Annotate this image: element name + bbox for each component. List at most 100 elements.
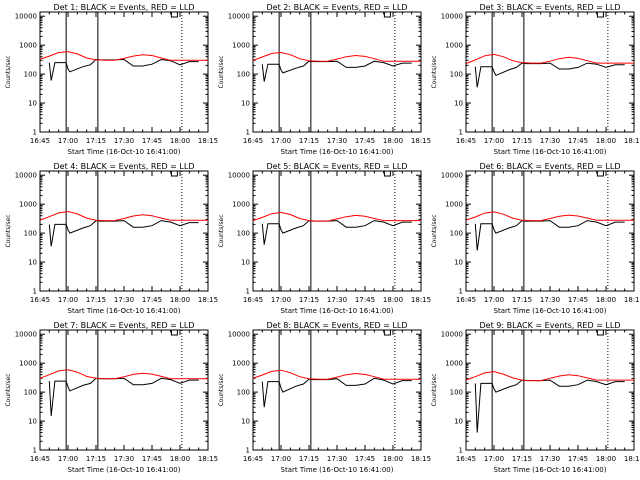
data-gap-marker (383, 171, 391, 177)
panel-title: Det 5: BLACK = Events, RED = LLD (267, 162, 408, 171)
x-tick-label: 17:30 (540, 455, 560, 463)
panel-title: Det 6: BLACK = Events, RED = LLD (480, 162, 621, 171)
x-tick-label: 18:15 (198, 137, 218, 145)
x-tick-label: 17:00 (271, 455, 291, 463)
y-tick-label: 1000 (232, 42, 250, 50)
y-tick-label: 1000 (445, 360, 463, 368)
y-axis-label: Counts/sec (218, 214, 225, 247)
plot-frame (39, 170, 209, 292)
x-tick-label: 17:30 (327, 455, 347, 463)
series-line-events (261, 220, 412, 245)
series-line-events (261, 377, 412, 408)
x-axis-label: Start Time (16-Oct-10 16:41:00) (68, 466, 181, 474)
y-tick-label: 100 (24, 71, 37, 79)
x-tick-label: 18:00 (170, 296, 190, 304)
y-tick-label: 10000 (15, 13, 37, 21)
series-line-lld (39, 51, 208, 61)
data-gap-marker (383, 12, 391, 18)
data-gap-marker (170, 171, 178, 177)
x-tick-label: 18:00 (383, 296, 403, 304)
y-tick-label: 1 (459, 129, 463, 137)
x-tick-label: 17:15 (512, 137, 532, 145)
y-tick-label: 10 (28, 259, 37, 267)
plot-frame (465, 329, 635, 451)
x-tick-label: 17:15 (86, 455, 106, 463)
plot-frame (465, 170, 635, 292)
y-tick-label: 1 (33, 447, 37, 455)
y-axis-label: Counts/sec (218, 373, 225, 406)
y-axis-label: Counts/sec (5, 373, 12, 406)
x-tick-label: 17:15 (86, 296, 106, 304)
x-axis-label: Start Time (16-Oct-10 16:41:00) (281, 148, 394, 156)
y-axis-label: Counts/sec (431, 214, 438, 247)
series-line-lld (252, 369, 421, 380)
series-line-events (261, 60, 412, 82)
panel-det-6: Det 6: BLACK = Events, RED = LLD Counts/s… (431, 162, 640, 315)
x-tick-label: 17:15 (299, 137, 319, 145)
panel-det-4: Det 4: BLACK = Events, RED = LLD Counts/s… (5, 162, 218, 315)
x-tick-label: 16:45 (456, 137, 476, 145)
y-tick-label: 1 (246, 288, 250, 296)
series-line-events (474, 62, 625, 88)
panel-det-5: Det 5: BLACK = Events, RED = LLD Counts/s… (218, 162, 431, 315)
panel-det-3: Det 3: BLACK = Events, RED = LLD Counts/s… (431, 3, 640, 156)
y-tick-label: 1000 (445, 201, 463, 209)
y-tick-label: 10 (454, 100, 463, 108)
x-tick-label: 17:30 (114, 455, 134, 463)
x-tick-label: 17:00 (58, 137, 78, 145)
x-tick-label: 17:45 (142, 455, 162, 463)
series-line-events (474, 379, 625, 433)
x-tick-label: 17:15 (299, 455, 319, 463)
y-tick-label: 100 (237, 71, 250, 79)
y-axis-label: Counts/sec (431, 373, 438, 406)
plot-frame (465, 11, 635, 133)
y-tick-label: 10000 (15, 331, 37, 339)
x-axis-label: Start Time (16-Oct-10 16:41:00) (281, 466, 394, 474)
x-tick-label: 17:30 (540, 137, 560, 145)
series-line-lld (252, 51, 421, 62)
x-tick-label: 17:45 (355, 455, 375, 463)
x-tick-label: 18:00 (596, 455, 616, 463)
data-gap-marker (170, 12, 178, 18)
y-tick-label: 10000 (441, 172, 463, 180)
x-tick-label: 18:00 (170, 455, 190, 463)
x-axis-label: Start Time (16-Oct-10 16:41:00) (68, 307, 181, 315)
y-tick-label: 10 (28, 418, 37, 426)
x-tick-label: 18:15 (411, 137, 431, 145)
x-tick-label: 17:30 (327, 296, 347, 304)
x-tick-label: 18:00 (596, 296, 616, 304)
y-tick-label: 100 (237, 389, 250, 397)
y-tick-label: 1000 (19, 42, 37, 50)
x-tick-label: 18:00 (383, 137, 403, 145)
panel-title: Det 4: BLACK = Events, RED = LLD (54, 162, 195, 171)
series-line-events (48, 220, 199, 247)
x-tick-label: 17:30 (327, 137, 347, 145)
y-axis-label: Counts/sec (5, 214, 12, 247)
x-tick-label: 16:45 (30, 455, 50, 463)
plot-frame (39, 329, 209, 451)
x-tick-label: 18:15 (411, 455, 431, 463)
panel-det-1: Det 1: BLACK = Events, RED = LLD Counts/s… (5, 3, 218, 156)
data-gap-marker (596, 171, 604, 177)
y-tick-label: 10 (241, 259, 250, 267)
x-tick-label: 17:15 (512, 296, 532, 304)
series-line-events (48, 377, 199, 417)
y-tick-label: 1000 (445, 42, 463, 50)
y-axis-label: Counts/sec (431, 55, 438, 88)
x-tick-label: 18:15 (624, 296, 640, 304)
data-gap-marker (596, 12, 604, 18)
y-tick-label: 1 (459, 288, 463, 296)
x-tick-label: 17:45 (568, 137, 588, 145)
y-tick-label: 10000 (441, 13, 463, 21)
x-tick-label: 17:45 (568, 455, 588, 463)
x-tick-label: 18:15 (624, 455, 640, 463)
x-tick-label: 17:00 (484, 455, 504, 463)
x-axis-label: Start Time (16-Oct-10 16:41:00) (494, 466, 607, 474)
x-tick-label: 17:45 (142, 296, 162, 304)
panel-det-8: Det 8: BLACK = Events, RED = LLD Counts/s… (218, 321, 431, 474)
x-tick-label: 16:45 (243, 455, 263, 463)
x-tick-label: 17:00 (484, 296, 504, 304)
plot-frame (252, 11, 422, 133)
data-gap-marker (596, 330, 604, 336)
